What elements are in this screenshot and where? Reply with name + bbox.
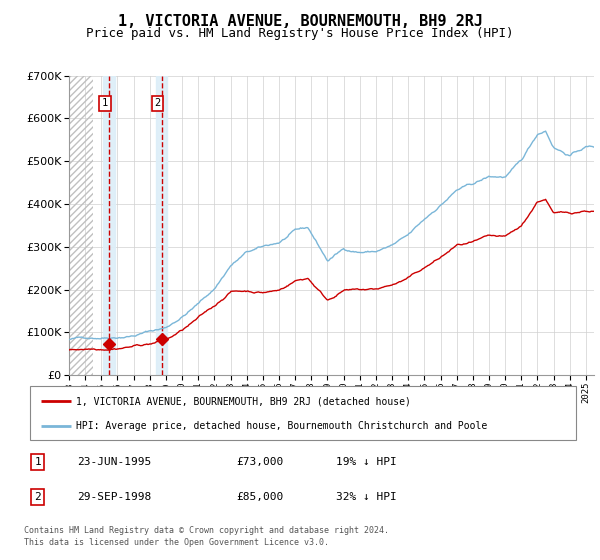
Bar — [156, 76, 167, 375]
Text: Contains HM Land Registry data © Crown copyright and database right 2024.: Contains HM Land Registry data © Crown c… — [24, 526, 389, 535]
Text: 2: 2 — [155, 99, 161, 109]
Text: Price paid vs. HM Land Registry's House Price Index (HPI): Price paid vs. HM Land Registry's House … — [86, 27, 514, 40]
Text: 29-SEP-1998: 29-SEP-1998 — [77, 492, 151, 502]
Text: 1, VICTORIA AVENUE, BOURNEMOUTH, BH9 2RJ: 1, VICTORIA AVENUE, BOURNEMOUTH, BH9 2RJ — [118, 14, 482, 29]
Text: £73,000: £73,000 — [236, 457, 283, 467]
Text: 2: 2 — [35, 492, 41, 502]
Text: HPI: Average price, detached house, Bournemouth Christchurch and Poole: HPI: Average price, detached house, Bour… — [76, 421, 488, 431]
Text: 32% ↓ HPI: 32% ↓ HPI — [337, 492, 397, 502]
FancyBboxPatch shape — [30, 386, 576, 440]
Text: 1, VICTORIA AVENUE, BOURNEMOUTH, BH9 2RJ (detached house): 1, VICTORIA AVENUE, BOURNEMOUTH, BH9 2RJ… — [76, 396, 411, 407]
Text: This data is licensed under the Open Government Licence v3.0.: This data is licensed under the Open Gov… — [24, 538, 329, 547]
Text: 23-JUN-1995: 23-JUN-1995 — [77, 457, 151, 467]
Bar — [103, 76, 115, 375]
Text: £85,000: £85,000 — [236, 492, 283, 502]
Text: 1: 1 — [102, 99, 108, 109]
Text: 19% ↓ HPI: 19% ↓ HPI — [337, 457, 397, 467]
Bar — [69, 76, 93, 375]
Text: 1: 1 — [35, 457, 41, 467]
Bar — [69, 76, 93, 375]
